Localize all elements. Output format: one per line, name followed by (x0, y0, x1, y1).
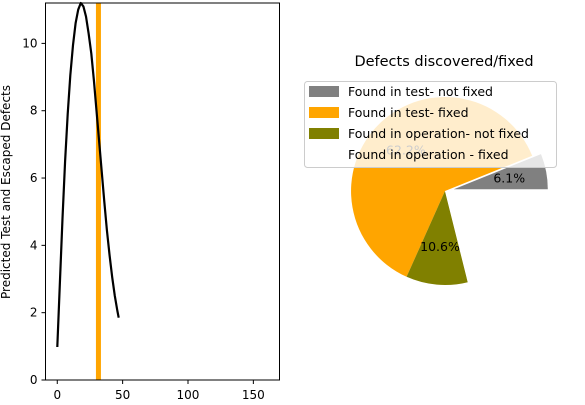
pie-legend: Found in test- not fixed Found in test- … (304, 81, 557, 168)
y-tick-label-4: 8 (30, 104, 38, 118)
legend-swatch-1 (309, 107, 339, 118)
y-tick-label-2: 4 (30, 238, 38, 252)
pie-title: Defects discovered/fixed (354, 54, 533, 70)
y-tick-label-0: 0 (30, 373, 38, 387)
series-line-0 (56, 1, 120, 348)
legend-entry-2: Found in operation- not fixed (348, 126, 529, 141)
x-tick-label-0: 0 (53, 388, 61, 402)
legend-frame (304, 81, 557, 168)
pie-chart: Defects discovered/fixed 6.1%62.2%10.6% … (304, 54, 557, 286)
pie-pct-label-2: 10.6% (420, 239, 460, 254)
legend-entry-3: Found in operation - fixed (348, 147, 509, 162)
line-chart-plot-frame (45, 2, 280, 381)
line-chart-plot: 0 50 100 150 0 2 4 6 8 10 (22, 1, 265, 402)
y-axis-label: Predicted Test and Escaped Defects (0, 85, 13, 299)
line-chart: Predicted Test and Escaped Defects 0 50 10… (0, 1, 280, 402)
pie-slice-3 (445, 191, 539, 283)
x-tick-label-3: 150 (242, 388, 265, 402)
y-tick-label-3: 6 (30, 171, 38, 185)
legend-entry-0: Found in test- not fixed (348, 84, 493, 99)
legend-entry-1: Found in test- fixed (348, 105, 469, 120)
pie-pct-label-0: 6.1% (493, 171, 525, 186)
legend-swatch-0 (309, 86, 339, 97)
pie-slice-2 (406, 191, 468, 286)
legend-swatch-3 (309, 149, 339, 160)
x-tick-label-2: 100 (177, 388, 200, 402)
legend-swatch-2 (309, 128, 339, 139)
x-tick-label-1: 50 (115, 388, 130, 402)
y-tick-label-5: 10 (22, 36, 37, 50)
y-tick-label-1: 2 (30, 306, 38, 320)
